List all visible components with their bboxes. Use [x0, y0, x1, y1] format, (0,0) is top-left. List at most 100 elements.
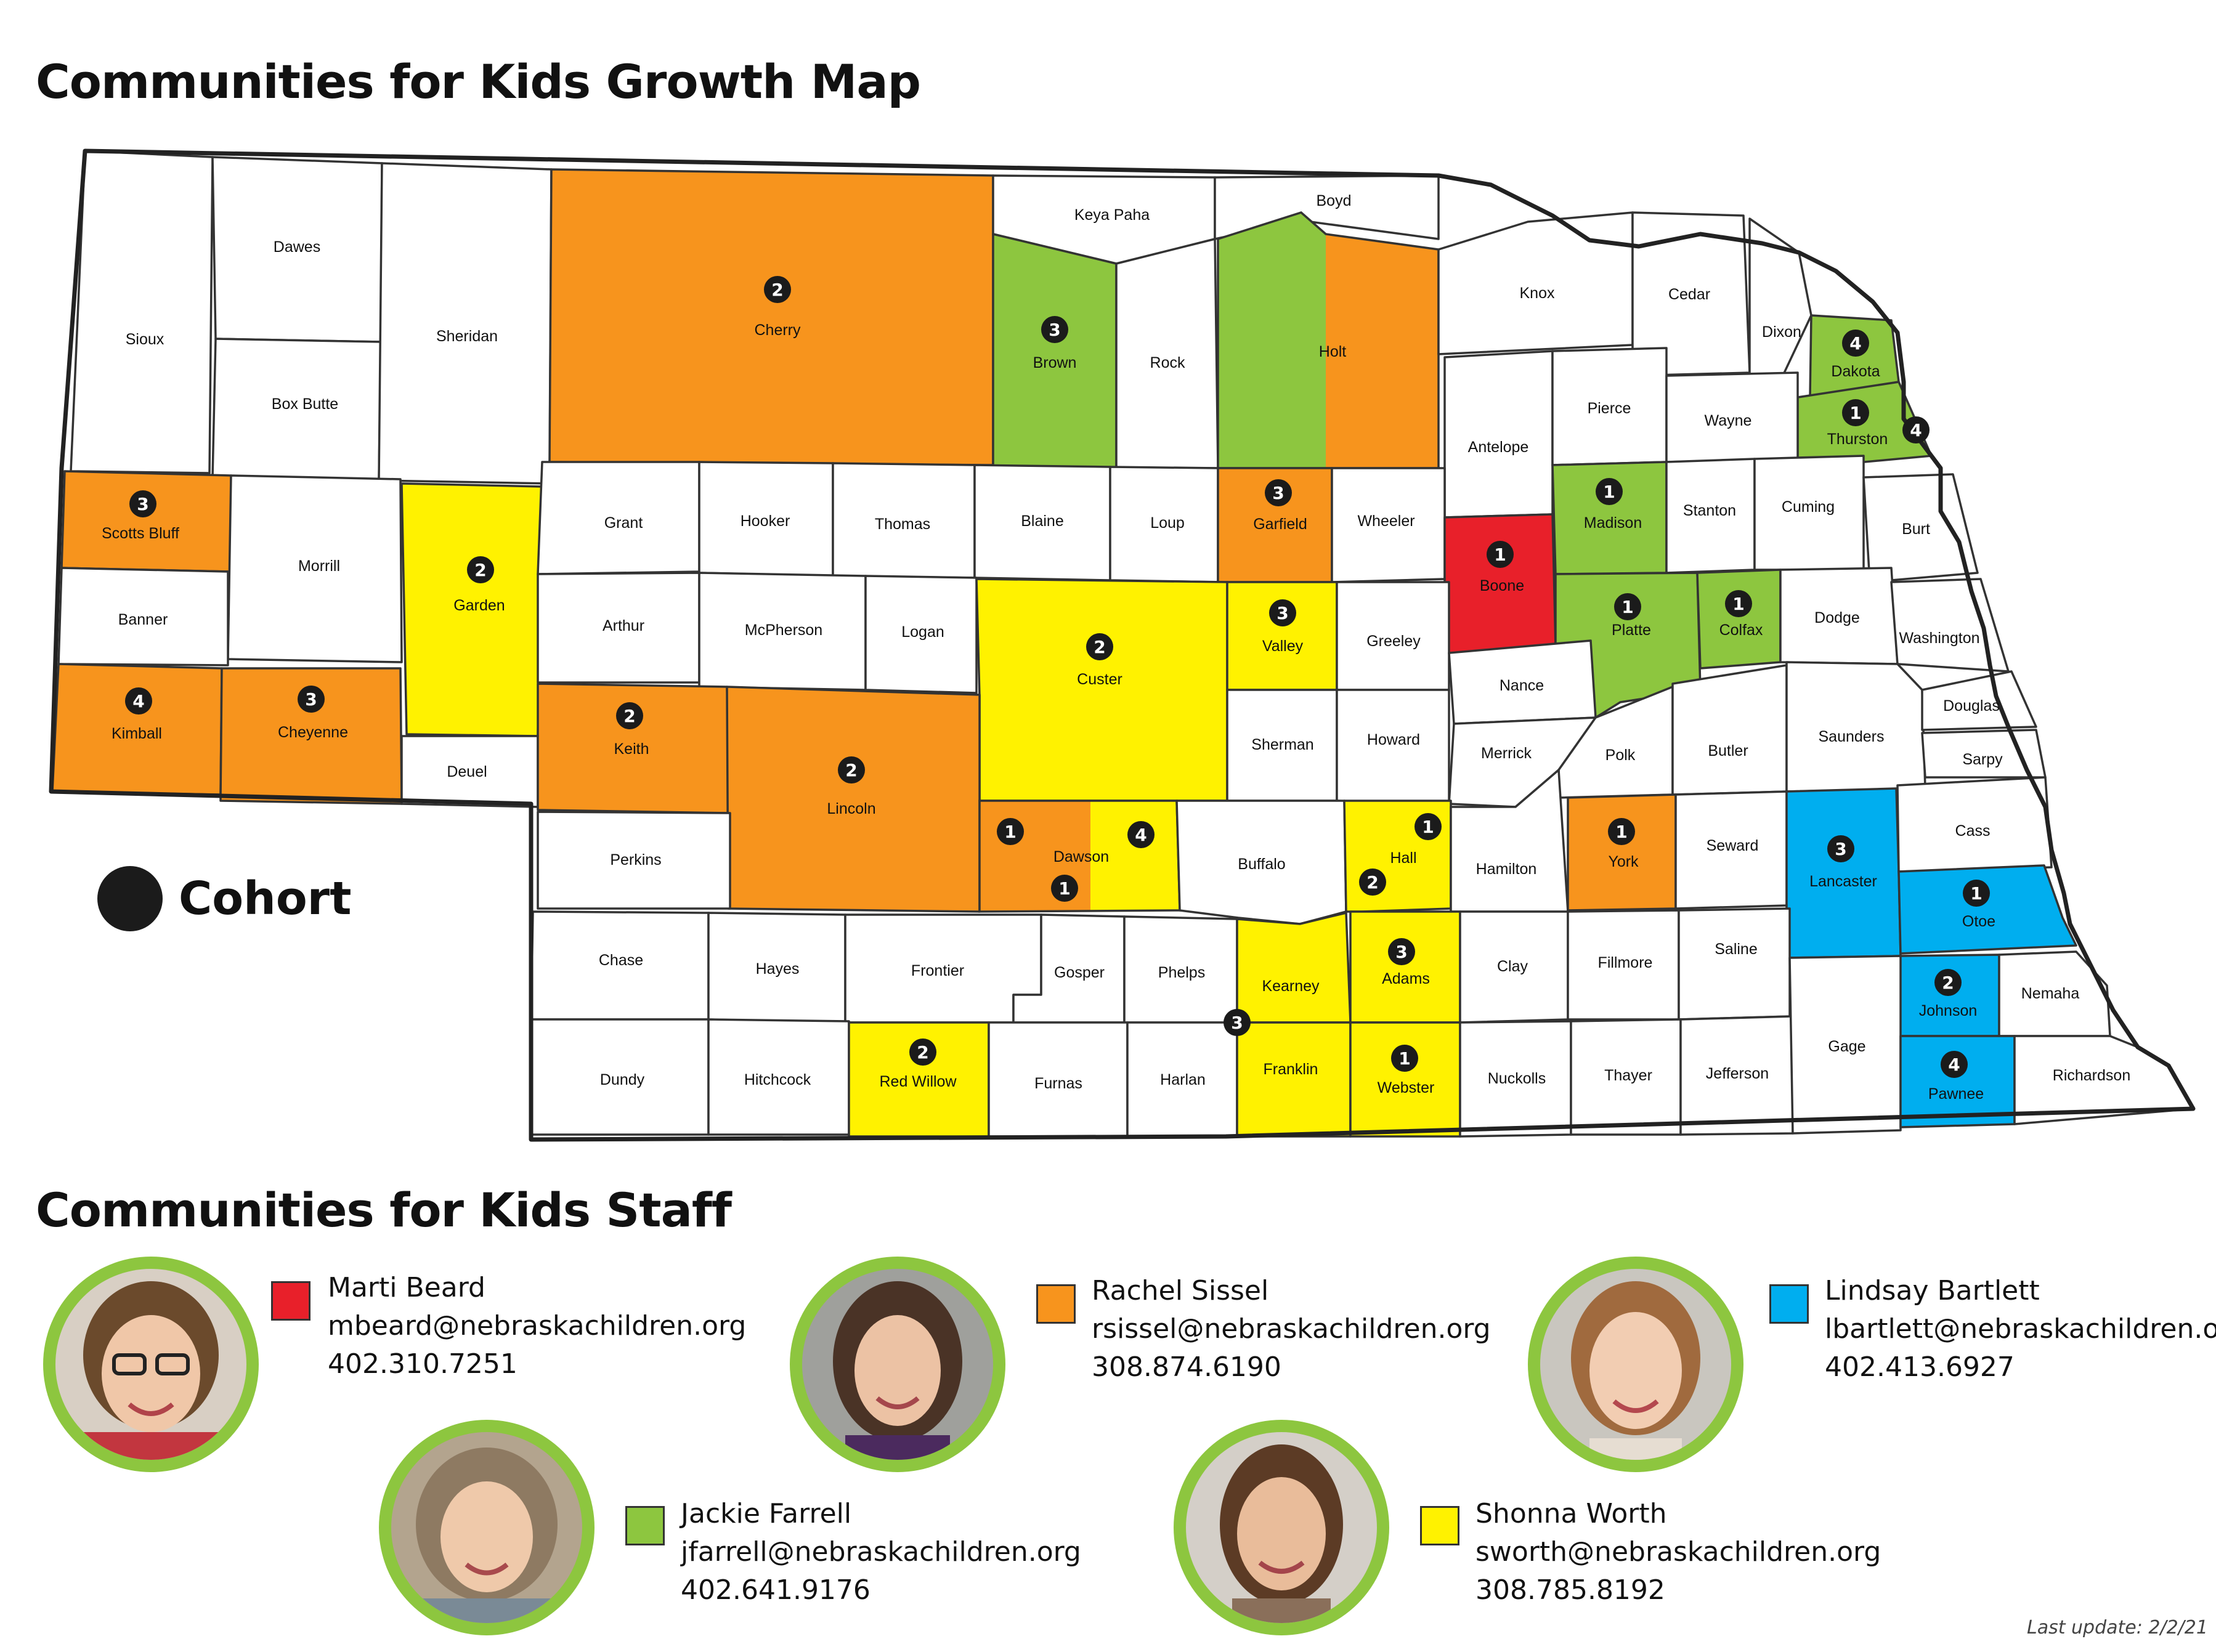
county-rock	[1115, 238, 1219, 469]
cohort-badge-circle	[1963, 880, 1990, 907]
cohort-badge-number: 1	[1398, 1048, 1410, 1069]
county-label-grant: Grant	[604, 514, 643, 532]
cohort-badge-number: 1	[1058, 878, 1070, 899]
county-label-brown: Brown	[1033, 354, 1077, 371]
cohort-badge-circle	[1842, 399, 1869, 426]
cohort-badge-circle	[1934, 969, 1962, 996]
staff-photo	[1540, 1269, 1731, 1460]
county-nemaha	[1998, 950, 2111, 1037]
county-label-chase: Chase	[599, 952, 643, 969]
county-label-franklin: Franklin	[1264, 1061, 1318, 1078]
cohort-badge-circle	[1391, 1045, 1418, 1072]
county-label-loup: Loup	[1150, 514, 1185, 532]
county-label-dodge: Dodge	[1814, 609, 1860, 626]
county-label-logan: Logan	[901, 623, 944, 641]
county-label-jefferson: Jefferson	[1706, 1065, 1769, 1082]
cohort-badge-hall: 2	[1359, 869, 1386, 896]
cohort-badge-scotts-bluff: 3	[129, 490, 156, 517]
staff-name: Lindsay Bartlett	[1825, 1275, 2040, 1306]
cohort-badge-number: 4	[1849, 333, 1861, 354]
staff-color-swatch	[625, 1506, 665, 1545]
county-valley	[1226, 581, 1338, 691]
cohort-badge-circle	[129, 490, 156, 517]
cohort-badge-circle	[1265, 479, 1292, 506]
staff-color-swatch	[271, 1281, 310, 1321]
county-cass	[1896, 776, 2053, 873]
map-title: Communities for Kids Growth Map	[36, 54, 921, 109]
cohort-badge-cherry: 2	[764, 276, 791, 303]
county-label-mcpherson: McPherson	[745, 622, 822, 639]
county-washington	[1890, 578, 2010, 673]
cohort-badge-number: 2	[1094, 637, 1105, 657]
cohort-badge-thurston: 1	[1842, 399, 1869, 426]
county-label-hooker: Hooker	[741, 512, 790, 530]
cohort-badge-circle	[1051, 875, 1078, 902]
cohort-badge-cheyenne: 3	[298, 686, 325, 713]
cohort-badge-circle	[1608, 818, 1635, 845]
staff-email[interactable]: jfarrell@nebraskachildren.org	[681, 1536, 1081, 1568]
county-dixon	[1748, 217, 1812, 402]
cohort-badge-madison: 1	[1596, 478, 1623, 505]
cohort-badge-pawnee: 4	[1941, 1051, 1968, 1078]
avatar	[1174, 1420, 1389, 1635]
cohort-badge-keith: 2	[616, 702, 643, 729]
avatar	[379, 1420, 595, 1635]
cohort-badge-lincoln: 2	[838, 756, 865, 783]
cohort-badge-adams: 3	[1388, 938, 1415, 965]
cohort-badge-circle	[1614, 593, 1641, 620]
avatar	[790, 1257, 1005, 1472]
county-logan	[864, 575, 978, 694]
county-franklin	[1236, 1021, 1352, 1138]
county-label-douglas: Douglas	[1943, 697, 2000, 715]
county-label-saunders: Saunders	[1818, 728, 1884, 745]
staff-name: Jackie Farrell	[681, 1498, 852, 1529]
cohort-badge-dawson: 1	[997, 818, 1024, 845]
cohort-badge-number: 1	[1494, 545, 1506, 565]
county-label-hall: Hall	[1390, 849, 1416, 867]
cohort-badge-york: 1	[1608, 818, 1635, 845]
county-label-box-butte: Box Butte	[272, 395, 338, 413]
county-kearney	[1236, 912, 1352, 1024]
county-label-keith: Keith	[614, 740, 649, 758]
staff-email[interactable]: mbeard@nebraskachildren.org	[328, 1310, 747, 1342]
cohort-badge-platte: 1	[1614, 593, 1641, 620]
county-label-holt: Holt	[1319, 343, 1347, 360]
county-label-wayne: Wayne	[1705, 412, 1752, 429]
cohort-badge-colfax: 1	[1725, 590, 1752, 617]
county-label-gage: Gage	[1828, 1038, 1865, 1055]
cohort-badge-garfield: 3	[1265, 479, 1292, 506]
staff-photo	[802, 1269, 993, 1460]
county-label-butler: Butler	[1708, 742, 1748, 759]
county-saunders	[1785, 661, 1926, 793]
staff-email[interactable]: rsissel@nebraskachildren.org	[1092, 1313, 1491, 1345]
county-label-dawes: Dawes	[274, 238, 320, 256]
county-label-phelps: Phelps	[1158, 964, 1205, 981]
county-label-colfax: Colfax	[1719, 622, 1763, 639]
cohort-badge-circle	[1941, 1051, 1968, 1078]
legend: Cohort	[97, 866, 352, 931]
staff-name: Rachel Sissel	[1092, 1275, 1269, 1306]
county-label-pawnee: Pawnee	[1928, 1085, 1984, 1103]
cohort-badge-number: 2	[623, 706, 635, 726]
county-label-stanton: Stanton	[1683, 502, 1736, 519]
county-label-buffalo: Buffalo	[1238, 856, 1285, 873]
cohort-badge-circle	[1725, 590, 1752, 617]
county-label-fillmore: Fillmore	[1598, 954, 1653, 971]
staff-email[interactable]: sworth@nebraskachildren.org	[1475, 1536, 1881, 1568]
county-label-gosper: Gosper	[1054, 964, 1105, 981]
cohort-badge-circle	[616, 702, 643, 729]
cohort-badge-circle	[1359, 869, 1386, 896]
county-label-cedar: Cedar	[1668, 286, 1710, 303]
staff-phone: 402.310.7251	[328, 1348, 517, 1380]
county-label-antelope: Antelope	[1468, 439, 1529, 456]
county-sheridan	[378, 162, 553, 485]
county-label-kimball: Kimball	[112, 725, 162, 742]
staff-email[interactable]: lbartlett@nebraskachildren.org	[1825, 1313, 2216, 1345]
county-label-arthur: Arthur	[603, 617, 644, 634]
county-fill-right	[1090, 801, 1180, 912]
county-label-johnson: Johnson	[1919, 1002, 1978, 1019]
state-outline	[49, 148, 2196, 1142]
cohort-dot-icon	[97, 866, 163, 931]
county-fill-left	[1218, 213, 1326, 468]
county-label-hayes: Hayes	[756, 960, 800, 978]
